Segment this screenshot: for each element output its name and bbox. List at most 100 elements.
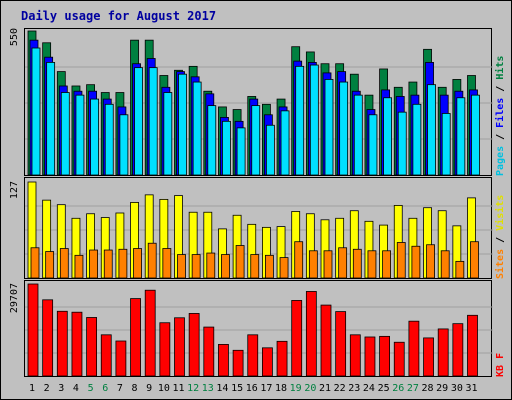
bar-pages-3: [60, 92, 70, 176]
bar-kbytes-14: [218, 344, 229, 377]
bar-kbytes-27: [408, 320, 420, 377]
bar-kbytes-26: [393, 341, 405, 377]
bar-sites-5: [89, 249, 98, 279]
bar-pages-21: [324, 79, 334, 176]
bar-pages-12: [192, 81, 202, 176]
x-tick-label-22: 22: [333, 383, 346, 394]
bar-kbytes-13: [203, 326, 215, 377]
bar-sites-14: [221, 254, 230, 279]
bar-pages-14: [222, 120, 231, 176]
bar-pages-23: [353, 94, 363, 176]
bar-pages-6: [104, 103, 114, 176]
panel-kbytes: [24, 280, 493, 377]
top-max-label: 550: [9, 28, 20, 47]
bar-sites-2: [45, 251, 55, 279]
bar-sites-27: [411, 245, 421, 279]
bar-sites-7: [118, 248, 128, 279]
bar-kbytes-11: [174, 317, 185, 377]
legend-top-item-4: Hits: [495, 55, 506, 80]
bars-mid-svg: [25, 181, 493, 279]
bar-kbytes-2: [42, 299, 54, 377]
bar-pages-28: [427, 84, 436, 176]
x-tick-label-18: 18: [275, 383, 288, 394]
bar-pages-5: [90, 98, 99, 176]
x-tick-label-15: 15: [231, 383, 244, 394]
bar-kbytes-16: [247, 334, 259, 377]
bar-pages-8: [134, 67, 143, 176]
legend-top-item-2: Files: [495, 97, 506, 128]
legend-sites-visits: Sites / Visits: [495, 177, 506, 279]
bar-sites-22: [338, 247, 348, 279]
x-tick-label-9: 9: [146, 383, 153, 394]
x-tick-label-25: 25: [377, 383, 390, 394]
bar-kbytes-12: [188, 313, 200, 377]
x-tick-label-5: 5: [87, 383, 94, 394]
bar-pages-11: [178, 73, 187, 176]
bar-pages-26: [397, 111, 407, 176]
bar-sites-10: [162, 248, 172, 279]
x-tick-label-26: 26: [392, 383, 405, 394]
bar-sites-15: [235, 245, 245, 279]
x-tick-label-16: 16: [245, 383, 258, 394]
x-tick-label-28: 28: [421, 383, 434, 394]
bar-kbytes-28: [423, 337, 434, 377]
bar-kbytes-8: [130, 298, 141, 377]
panel-sites-visits: [24, 177, 493, 279]
x-tick-label-21: 21: [318, 383, 332, 394]
bar-sites-4: [74, 254, 84, 279]
bar-kbytes-15: [232, 349, 244, 377]
x-tick-label-7: 7: [116, 383, 123, 394]
bar-pages-24: [368, 114, 378, 176]
bar-pages-30: [456, 97, 466, 176]
mid-max-label: 127: [9, 181, 20, 200]
bar-kbytes-25: [379, 335, 391, 377]
legend-mid-item-2: Visits: [495, 194, 506, 231]
bar-kbytes-5: [86, 317, 97, 377]
bar-pages-18: [280, 110, 290, 176]
legend-bot-item-1: [495, 359, 506, 365]
x-tick-label-14: 14: [216, 383, 229, 394]
bar-kbytes-23: [349, 334, 361, 377]
bar-kbytes-7: [115, 340, 127, 377]
bar-kbytes-18: [276, 340, 288, 377]
bar-pages-16: [251, 105, 261, 176]
bar-pages-20: [309, 64, 319, 176]
bar-kbytes-29: [437, 328, 449, 377]
x-tick-label-6: 6: [102, 383, 109, 394]
bar-sites-8: [133, 248, 142, 279]
legend-bot-item-0: KB: [495, 364, 506, 377]
bar-sites-11: [177, 254, 186, 279]
x-tick-label-17: 17: [260, 383, 273, 394]
legend-top-item-1: /: [495, 127, 506, 146]
bar-sites-21: [323, 250, 333, 279]
bar-sites-1: [30, 247, 40, 279]
x-tick-label-20: 20: [304, 383, 317, 394]
bar-sites-20: [308, 250, 318, 279]
legend-mid-item-0: Sites: [495, 248, 506, 279]
bar-pages-1: [31, 47, 41, 176]
x-tick-label-3: 3: [58, 383, 65, 394]
x-tick-label-19: 19: [289, 383, 302, 394]
x-tick-label-11: 11: [172, 383, 185, 394]
x-tick-label-31: 31: [465, 383, 478, 394]
x-tick-label-23: 23: [348, 383, 361, 394]
panel-hits-files-pages: [24, 28, 493, 176]
bar-pages-7: [119, 114, 129, 176]
bar-sites-28: [426, 244, 435, 279]
bar-pages-10: [163, 92, 173, 176]
bar-sites-24: [367, 250, 377, 279]
bar-sites-6: [103, 249, 113, 279]
bar-sites-13: [206, 252, 216, 279]
bar-kbytes-10: [159, 322, 171, 377]
bars-top-svg: [25, 30, 493, 176]
bar-sites-16: [250, 254, 260, 279]
bar-kbytes-1: [27, 283, 39, 377]
bar-pages-19: [295, 65, 305, 176]
legend-kbytes: KB F: [495, 280, 506, 377]
bar-sites-17: [264, 254, 274, 279]
bar-pages-31: [471, 94, 480, 176]
x-tick-label-12: 12: [187, 383, 200, 394]
x-tick-label-24: 24: [362, 383, 375, 394]
chart-title: Daily usage for August 2017: [21, 9, 217, 23]
